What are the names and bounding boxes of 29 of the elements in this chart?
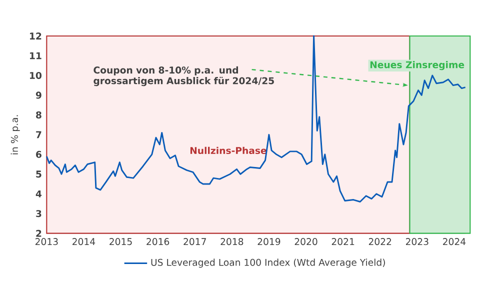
x-tick-label: 2021 (332, 238, 354, 246)
x-tick-label: 2017 (184, 238, 206, 246)
y-tick-label: 7 (36, 131, 42, 138)
y-tick-label: 12 (30, 32, 42, 40)
y-tick-label: 2 (36, 230, 42, 237)
y-tick-label: 3 (36, 210, 42, 218)
x-tick-label: 2015 (110, 238, 132, 246)
y-tick-label: 11 (30, 52, 42, 60)
line-series (46, 35, 466, 202)
x-tick-label: 2019 (258, 238, 280, 246)
y-tick-label: 4 (36, 190, 42, 198)
y-tick-label: 6 (36, 150, 42, 158)
y-tick-label: 8 (36, 111, 42, 118)
y-tick-label: 10 (30, 72, 42, 79)
legend-label: US Leveraged Loan 100 Index (Wtd Average Yield) (151, 258, 385, 268)
x-tick-label: 2014 (72, 238, 96, 246)
band-label: Neues Zinsregime (370, 61, 464, 70)
y-tick-label: 5 (36, 170, 42, 178)
x-tick-label: 2024 (443, 238, 466, 246)
x-tick-label: 2023 (406, 238, 428, 246)
y-axis-title: in % p.a. (10, 115, 20, 154)
band-label: Nullzins-Phase (190, 146, 266, 154)
annotation: Coupon von 8-10% p.a. und grossartigem Ausblick für 2024/25 (94, 66, 274, 86)
x-tick-label: 2022 (368, 238, 392, 246)
x-tick-label: 2016 (146, 238, 170, 246)
x-tick-label: 2018 (220, 238, 244, 246)
y-tick-label: 9 (36, 92, 42, 99)
x-tick-label: 2020 (294, 238, 318, 246)
x-tick-label: 2013 (35, 238, 58, 246)
